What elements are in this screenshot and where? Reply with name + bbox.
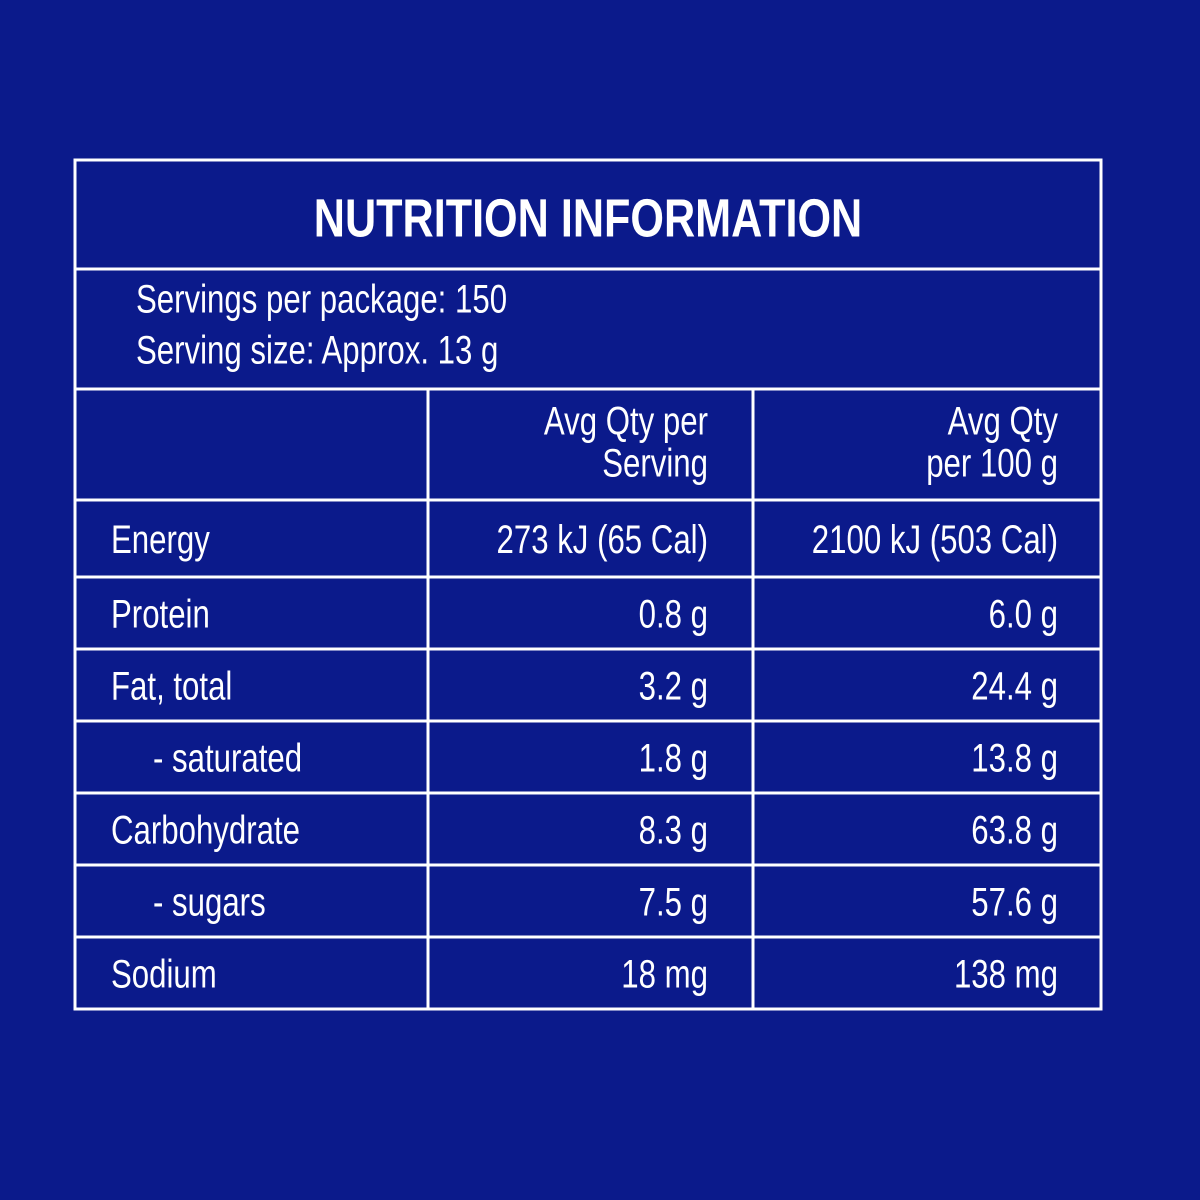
per-serving-value: 18 mg xyxy=(621,952,708,997)
table-frame xyxy=(73,158,1103,1011)
per-serving-value-group: 18 mg xyxy=(621,952,708,997)
nutrient-label: Sodium xyxy=(111,952,217,997)
per-100g-value: 13.8 g xyxy=(971,736,1058,781)
per-100g-value: 2100 kJ (503 Cal) xyxy=(812,517,1058,562)
column-header: Avg Qty per xyxy=(544,399,708,444)
column-header: per 100 g xyxy=(926,441,1058,486)
per-100g-value: 6.0 g xyxy=(989,592,1058,637)
per-serving-value: 273 kJ (65 Cal) xyxy=(497,517,708,562)
per-serving-value-group: 273 kJ (65 Cal) xyxy=(497,517,708,562)
nutrient-label-group: - saturated xyxy=(153,736,302,781)
nutrient-label: Protein xyxy=(111,592,210,637)
per-100g-value: 57.6 g xyxy=(971,880,1058,925)
nutrient-label: - sugars xyxy=(153,880,266,925)
per-serving-value-group: 3.2 g xyxy=(639,664,708,709)
per-100g-value-group: 6.0 g xyxy=(989,592,1058,637)
nutrient-label-group: - sugars xyxy=(153,880,266,925)
serving-info: Serving size: Approx. 13 g xyxy=(136,328,498,373)
nutrient-label-group: Carbohydrate xyxy=(111,808,300,853)
per-serving-value: 0.8 g xyxy=(639,592,708,637)
per-100g-value-group: 63.8 g xyxy=(971,808,1058,853)
nutrient-label: Fat, total xyxy=(111,664,232,709)
per-100g-value-group: 13.8 g xyxy=(971,736,1058,781)
nutrient-label: Carbohydrate xyxy=(111,808,300,853)
serving-info-group: Servings per package: 150 xyxy=(136,277,507,322)
per-100g-value-group: 24.4 g xyxy=(971,664,1058,709)
per-serving-value-group: 1.8 g xyxy=(639,736,708,781)
per-100g-value: 138 mg xyxy=(954,952,1058,997)
per-100g-value-group: 57.6 g xyxy=(971,880,1058,925)
per-serving-value-group: 8.3 g xyxy=(639,808,708,853)
per-serving-value: 1.8 g xyxy=(639,736,708,781)
nutrient-label: - saturated xyxy=(153,736,302,781)
per-serving-value-group: 7.5 g xyxy=(639,880,708,925)
per-serving-value-group: 0.8 g xyxy=(639,592,708,637)
column-header-group: per 100 g xyxy=(926,441,1058,486)
per-100g-value-group: 138 mg xyxy=(954,952,1058,997)
title: NUTRITION INFORMATION xyxy=(314,189,862,249)
per-serving-value: 8.3 g xyxy=(639,808,708,853)
nutrient-label-group: Protein xyxy=(111,592,210,637)
column-header-group: Avg Qty xyxy=(948,399,1058,444)
title-group: NUTRITION INFORMATION xyxy=(314,189,862,249)
column-header-group: Serving xyxy=(602,441,708,486)
nutrient-label: Energy xyxy=(111,517,210,562)
per-100g-value-group: 2100 kJ (503 Cal) xyxy=(812,517,1058,562)
per-100g-value: 63.8 g xyxy=(971,808,1058,853)
column-header: Avg Qty xyxy=(948,399,1058,444)
nutrient-label-group: Fat, total xyxy=(111,664,232,709)
column-header-group: Avg Qty per xyxy=(544,399,708,444)
nutrient-label-group: Energy xyxy=(111,517,210,562)
nutrient-label-group: Sodium xyxy=(111,952,217,997)
serving-info-group: Serving size: Approx. 13 g xyxy=(136,328,498,373)
serving-info: Servings per package: 150 xyxy=(136,277,507,322)
per-100g-value: 24.4 g xyxy=(971,664,1058,709)
per-serving-value: 3.2 g xyxy=(639,664,708,709)
per-serving-value: 7.5 g xyxy=(639,880,708,925)
column-header: Serving xyxy=(602,441,708,486)
